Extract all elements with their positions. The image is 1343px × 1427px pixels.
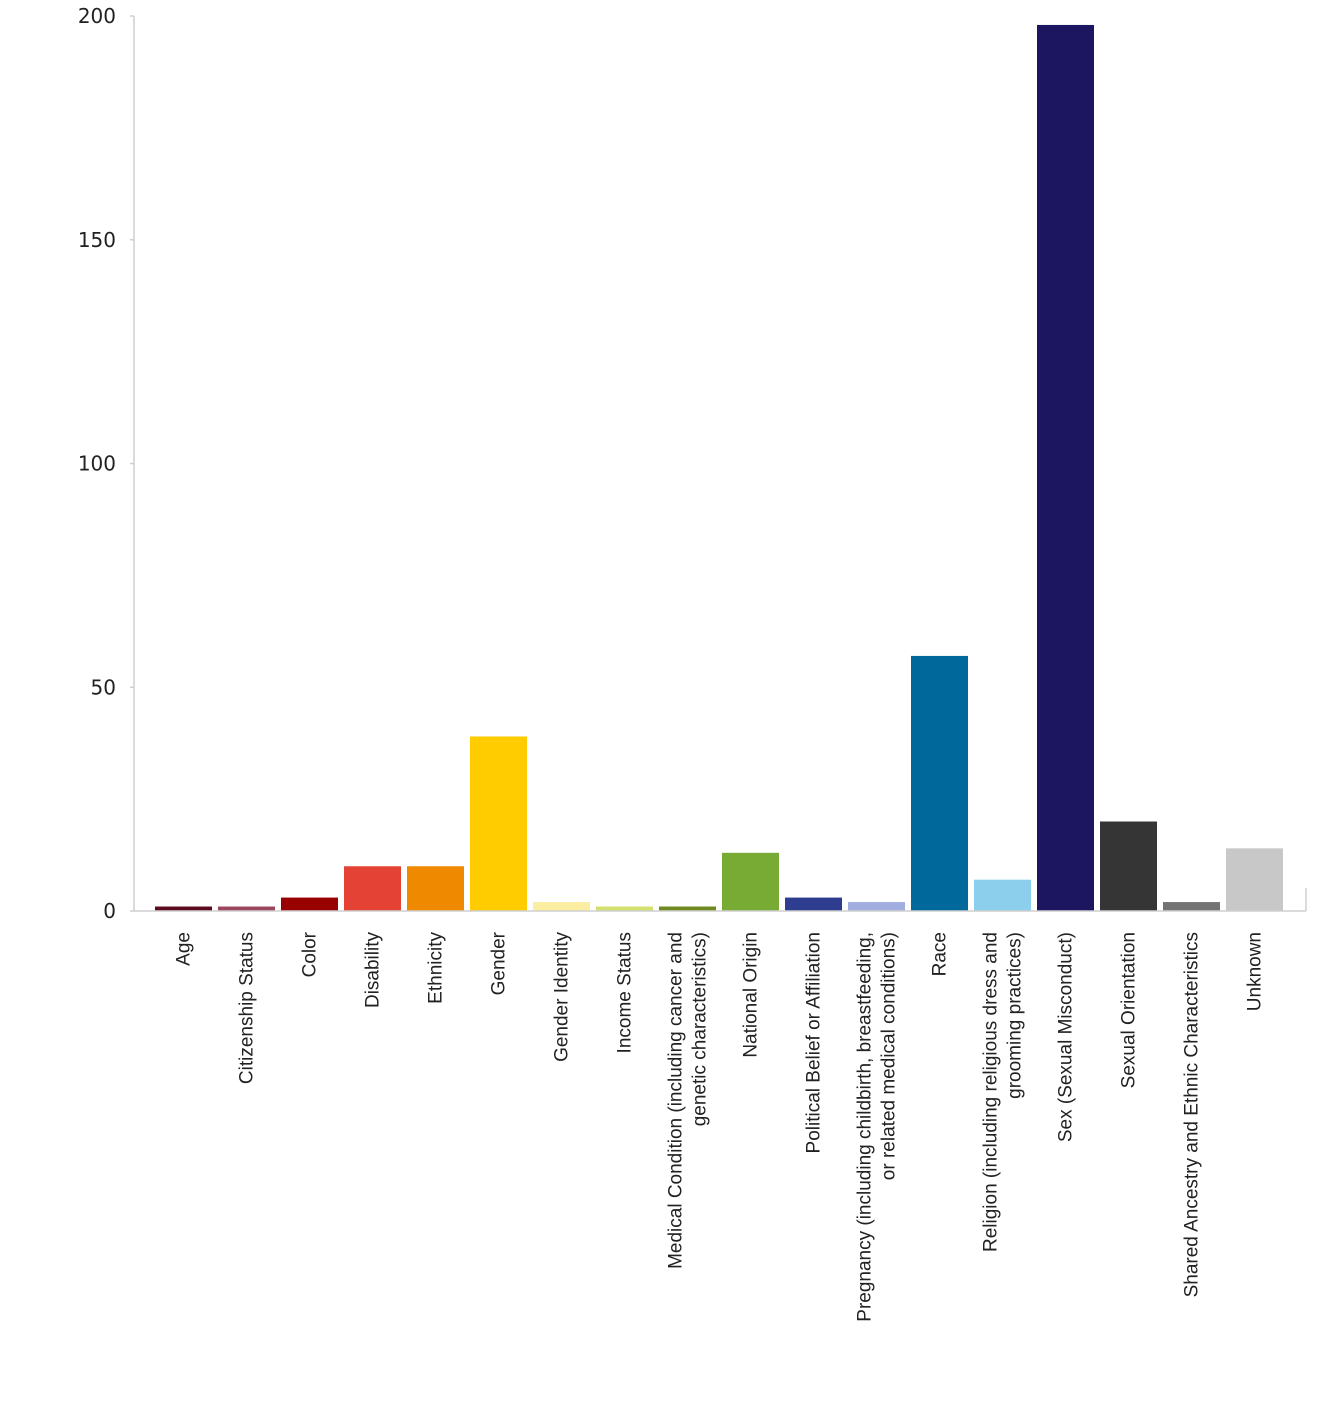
bar	[344, 866, 401, 911]
x-tick-label: Gender Identity	[552, 932, 573, 1062]
x-tick-label: Religion (including religious dress and g…	[981, 932, 1026, 1252]
bar	[1226, 848, 1283, 911]
x-tick-label: Gender	[489, 931, 510, 995]
bar	[281, 897, 338, 911]
y-axis-ticks: 0 50 100 150 200	[78, 4, 134, 923]
bar	[407, 866, 464, 911]
bar	[596, 906, 653, 911]
bar	[218, 906, 275, 911]
y-tick-label: 50	[91, 675, 116, 699]
bar	[533, 902, 590, 911]
x-tick-label: Race	[930, 932, 951, 976]
x-tick-label: Age	[174, 932, 195, 966]
y-tick-label: 0	[103, 899, 116, 923]
bar	[785, 897, 842, 911]
x-tick-label: Pregnancy (including childbirth, breastf…	[855, 932, 900, 1322]
x-tick-label: Shared Ancestry and Ethnic Characteristi…	[1182, 932, 1203, 1297]
x-tick-label: Income Status	[615, 932, 636, 1053]
x-tick-label: Disability	[363, 932, 384, 1009]
bar	[470, 736, 527, 911]
bar	[659, 906, 716, 911]
x-tick-label: Color	[300, 931, 321, 977]
bar	[155, 906, 212, 911]
x-tick-label: National Origin	[741, 932, 762, 1058]
x-tick-label: Sex (Sexual Misconduct)	[1056, 932, 1077, 1142]
bar	[974, 879, 1031, 911]
bars	[155, 24, 1283, 911]
bar	[722, 852, 779, 911]
x-tick-label: Medical Condition (including cancer and g…	[666, 932, 711, 1269]
x-axis-labels: Age Citizenship Status Color Disability Ethn…	[174, 931, 1266, 1321]
bar	[1163, 902, 1220, 911]
y-tick-label: 200	[78, 4, 116, 28]
y-tick-label: 150	[78, 228, 116, 252]
bar	[848, 902, 905, 911]
y-tick-label: 100	[78, 452, 116, 476]
x-tick-label: Citizenship Status	[237, 932, 258, 1084]
x-tick-label: Ethnicity	[426, 932, 447, 1004]
bar	[911, 655, 968, 911]
x-tick-label: Political Belief or Affiliation	[804, 932, 825, 1153]
x-tick-label: Unknown	[1245, 932, 1266, 1011]
bar	[1037, 24, 1094, 911]
axes	[133, 16, 1307, 912]
bar	[1100, 821, 1157, 911]
x-tick-label: Sexual Orientation	[1119, 932, 1140, 1088]
